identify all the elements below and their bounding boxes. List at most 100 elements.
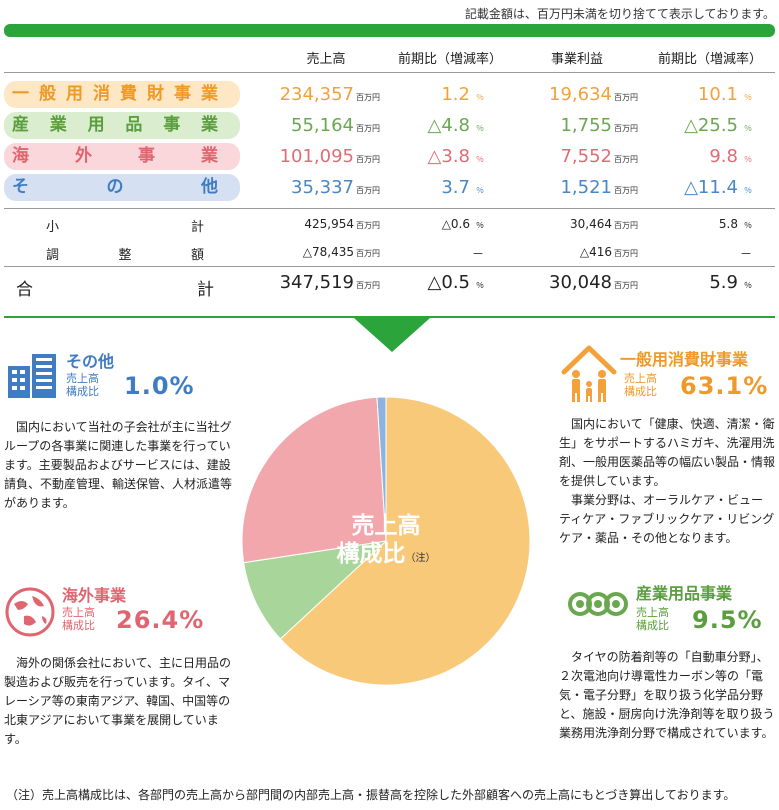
divider: [4, 72, 775, 73]
pie-slice-0: [279, 396, 531, 686]
total-label: 合計: [16, 275, 214, 300]
adjustment-profit: △416 百万円: [579, 245, 638, 259]
section-text-industrial: タイヤの防着剤等の「自動車分野」、２次電池向け導電性カーボン等の「電気・電子分野…: [559, 650, 775, 740]
ratio-label: 売上高 構成比: [624, 372, 657, 398]
segment-label-overseas: 海外事業: [12, 143, 218, 170]
table-bottom-bar: [4, 316, 775, 318]
profit-yoy-value: 9.8 ％: [709, 146, 752, 167]
down-arrow-icon: [354, 318, 430, 352]
label-char: 費: [120, 84, 137, 104]
ratio-label: 売上高 構成比: [62, 606, 95, 632]
total-profit: 30,048 百万円: [549, 272, 638, 293]
segment-label-other: その他: [12, 174, 218, 201]
segment-label-industrial: 産業用品事業: [12, 112, 218, 139]
label-char: 業: [201, 146, 218, 166]
label-char: 般: [39, 84, 56, 104]
sales-value: 234,357 百万円: [279, 84, 380, 105]
section-title-other: その他: [66, 352, 115, 371]
segment-pill-other: [4, 174, 240, 201]
label-char: 合: [16, 280, 33, 300]
subtotal-profit-yoy: 5.8 ％: [718, 217, 752, 231]
ratio-value-consumer: 63.1%: [680, 372, 769, 400]
ratio-value-other: 1.0%: [124, 372, 195, 400]
label-char: 産: [12, 115, 29, 135]
ratio-value-industrial: 9.5%: [692, 606, 763, 634]
label-char: 小: [46, 220, 60, 235]
sales-yoy-value: 3.7 ％: [441, 177, 484, 198]
segment-pill-consumer: [4, 81, 240, 108]
pie-slice-3: [376, 396, 387, 542]
adjustment-profit-yoy: －: [739, 247, 752, 261]
section-title-consumer: 一般用消費財事業: [620, 350, 749, 369]
label-char: 財: [147, 84, 164, 104]
label-char: 用: [87, 115, 105, 135]
label-char: 用: [66, 84, 83, 104]
globe-icon: [4, 586, 56, 642]
label-char: 業: [49, 115, 67, 135]
pie-center-label: 売上高 構成比（注）: [336, 513, 436, 567]
sales-pie-chart: [241, 396, 531, 686]
label-char: 海: [12, 146, 29, 166]
section-text-consumer-1: 国内において「健康、快適、清潔・衛生」をサポートするハミガキ、洗濯用洗剤、一般用…: [559, 417, 776, 488]
ratio-label: 売上高 構成比: [66, 372, 99, 398]
sales-yoy-value: △4.8 ％: [427, 115, 484, 136]
subtotal-sales: 425,954 百万円: [304, 217, 380, 231]
divider: [4, 208, 775, 209]
sales-value: 101,095 百万円: [279, 146, 380, 167]
sales-value: 35,337 百万円: [291, 177, 380, 198]
profit-value: 19,634 百万円: [549, 84, 638, 105]
family-house-icon: [560, 344, 618, 408]
header-sales: 売上高: [306, 52, 346, 67]
label-char: 業: [200, 115, 218, 135]
sales-yoy-value: 1.2 ％: [441, 84, 484, 105]
header-bar: [4, 24, 775, 37]
table-note: 記載金額は、百万円未満を切り捨てて表示しております。: [464, 7, 775, 21]
label-char: 計: [197, 280, 214, 300]
label-char: 消: [93, 84, 110, 104]
profit-value: 1,755 百万円: [560, 115, 638, 136]
divider: [4, 266, 775, 267]
subtotal-label: 小計: [46, 216, 204, 235]
profit-value: 7,552 百万円: [560, 146, 638, 167]
total-sales: 347,519 百万円: [279, 272, 380, 293]
tires-icon: [568, 584, 628, 628]
adjustment-label: 調整額: [46, 244, 204, 263]
label-char: 整: [118, 248, 132, 263]
header-profit-yoy: 前期比（増減率）: [657, 52, 762, 67]
profit-value: 1,521 百万円: [560, 177, 638, 198]
ratio-value-overseas: 26.4%: [116, 606, 205, 634]
label-char: 品: [125, 115, 143, 135]
label-char: 外: [75, 146, 92, 166]
adjustment-sales: △78,435 百万円: [302, 245, 380, 259]
segment-pill-overseas: [4, 143, 240, 170]
label-char: 業: [201, 84, 218, 104]
sales-yoy-value: △3.8 ％: [427, 146, 484, 167]
label-char: 事: [163, 115, 181, 135]
pie-slice-1: [243, 540, 388, 640]
label-char: 額: [190, 248, 204, 263]
subtotal-profit: 30,464 百万円: [570, 217, 638, 231]
label-char: 一: [12, 84, 29, 104]
label-char: そ: [12, 177, 29, 197]
adjustment-sales-yoy: －: [471, 247, 484, 261]
profit-yoy-value: 10.1 ％: [697, 84, 752, 105]
label-char: 事: [138, 146, 155, 166]
section-title-industrial: 産業用品事業: [636, 584, 733, 603]
label-char: 事: [174, 84, 191, 104]
sales-value: 55,164 百万円: [291, 115, 380, 136]
total-sales-yoy: △0.5 ％: [427, 272, 484, 293]
section-text-other: 国内において当社の子会社が主に当社グループの各事業に関連した事業を行っています。…: [4, 420, 233, 510]
section-text-overseas: 海外の関係会社において、主に日用品の製造および販売を行っています。タイ、マレーシ…: [4, 656, 232, 746]
segment-pill-industrial: [4, 112, 240, 139]
buildings-icon: [6, 352, 58, 404]
segment-label-consumer: 一般用消費財事業: [12, 81, 218, 108]
label-char: の: [106, 177, 124, 197]
label-char: 調: [46, 248, 60, 263]
footnote: （注）売上高構成比は、各部門の売上高から部門間の内部売上高・振替高を控除した外部…: [6, 788, 736, 802]
subtotal-sales-yoy: △0.6 ％: [441, 217, 484, 231]
section-title-overseas: 海外事業: [62, 586, 127, 605]
header-profit: 事業利益: [550, 52, 603, 67]
label-char: 他: [201, 177, 218, 197]
ratio-label: 売上高 構成比: [636, 606, 669, 632]
label-char: 計: [190, 220, 204, 235]
